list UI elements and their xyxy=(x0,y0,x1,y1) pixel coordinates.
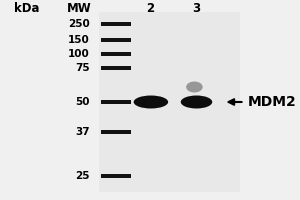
Text: MDM2: MDM2 xyxy=(248,95,296,109)
Text: 50: 50 xyxy=(76,97,90,107)
Text: kDa: kDa xyxy=(14,2,40,16)
Bar xyxy=(100,130,130,134)
Text: 25: 25 xyxy=(76,171,90,181)
Ellipse shape xyxy=(186,82,203,92)
Text: 75: 75 xyxy=(75,63,90,73)
Bar xyxy=(99,12,240,192)
Text: MW: MW xyxy=(67,2,92,16)
Ellipse shape xyxy=(134,96,168,108)
Bar xyxy=(100,100,130,104)
Bar xyxy=(100,174,130,178)
Text: 100: 100 xyxy=(68,49,90,59)
Text: 37: 37 xyxy=(75,127,90,137)
Text: 150: 150 xyxy=(68,35,90,45)
Bar xyxy=(100,38,130,42)
Bar xyxy=(100,66,130,70)
Bar xyxy=(100,22,130,26)
Text: 3: 3 xyxy=(192,2,201,16)
Text: 250: 250 xyxy=(68,19,90,29)
Text: 2: 2 xyxy=(146,2,154,16)
Bar xyxy=(100,52,130,56)
Ellipse shape xyxy=(181,96,212,108)
